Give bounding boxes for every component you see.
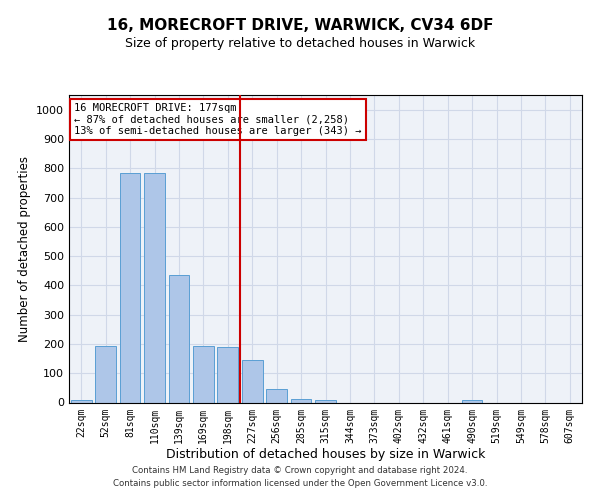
Bar [144, 172, 165, 402]
Text: Contains HM Land Registry data © Crown copyright and database right 2024.
Contai: Contains HM Land Registry data © Crown c… [113, 466, 487, 487]
Bar [266, 388, 287, 402]
Bar [71, 400, 92, 402]
Bar [290, 399, 311, 402]
Y-axis label: Number of detached properties: Number of detached properties [17, 156, 31, 342]
X-axis label: Distribution of detached houses by size in Warwick: Distribution of detached houses by size … [166, 448, 485, 461]
Bar [119, 173, 140, 402]
Bar [461, 400, 482, 402]
Bar [193, 346, 214, 403]
Bar [315, 400, 336, 402]
Bar [242, 360, 263, 403]
Bar [217, 347, 238, 403]
Text: 16 MORECROFT DRIVE: 177sqm
← 87% of detached houses are smaller (2,258)
13% of s: 16 MORECROFT DRIVE: 177sqm ← 87% of deta… [74, 102, 362, 136]
Text: 16, MORECROFT DRIVE, WARWICK, CV34 6DF: 16, MORECROFT DRIVE, WARWICK, CV34 6DF [107, 18, 493, 32]
Bar [169, 275, 190, 402]
Bar [95, 346, 116, 403]
Text: Size of property relative to detached houses in Warwick: Size of property relative to detached ho… [125, 38, 475, 51]
